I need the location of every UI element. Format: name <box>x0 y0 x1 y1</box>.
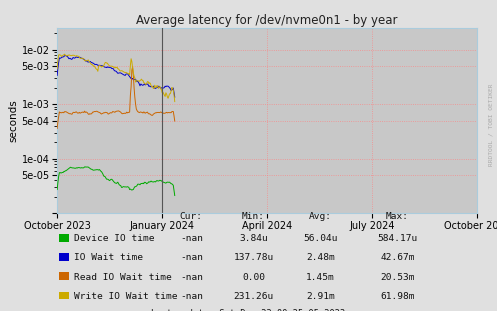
Text: 61.98m: 61.98m <box>380 292 415 301</box>
Text: Read IO Wait time: Read IO Wait time <box>74 273 171 281</box>
Text: Max:: Max: <box>386 212 409 221</box>
Text: 231.26u: 231.26u <box>234 292 273 301</box>
Text: 0.00: 0.00 <box>242 273 265 281</box>
Text: IO Wait time: IO Wait time <box>74 253 143 262</box>
Text: 56.04u: 56.04u <box>303 234 338 243</box>
Text: -nan: -nan <box>180 253 203 262</box>
Text: 2.48m: 2.48m <box>306 253 335 262</box>
Text: 42.67m: 42.67m <box>380 253 415 262</box>
Text: -nan: -nan <box>180 292 203 301</box>
Text: 1.45m: 1.45m <box>306 273 335 281</box>
Text: -nan: -nan <box>180 273 203 281</box>
Text: -nan: -nan <box>180 234 203 243</box>
Text: 20.53m: 20.53m <box>380 273 415 281</box>
Text: RRDTOOL / TOBI OETIKER: RRDTOOL / TOBI OETIKER <box>489 83 494 166</box>
Text: Min:: Min: <box>242 212 265 221</box>
Text: Device IO time: Device IO time <box>74 234 154 243</box>
Text: Avg:: Avg: <box>309 212 332 221</box>
Text: 584.17u: 584.17u <box>378 234 417 243</box>
Text: Cur:: Cur: <box>180 212 203 221</box>
Title: Average latency for /dev/nvme0n1 - by year: Average latency for /dev/nvme0n1 - by ye… <box>136 14 398 27</box>
Text: 3.84u: 3.84u <box>239 234 268 243</box>
Y-axis label: seconds: seconds <box>8 99 18 142</box>
Text: 137.78u: 137.78u <box>234 253 273 262</box>
Text: 2.91m: 2.91m <box>306 292 335 301</box>
Text: Last update: Sat Dec 23 00:25:05 2023: Last update: Sat Dec 23 00:25:05 2023 <box>152 309 345 311</box>
Text: Write IO Wait time: Write IO Wait time <box>74 292 177 301</box>
